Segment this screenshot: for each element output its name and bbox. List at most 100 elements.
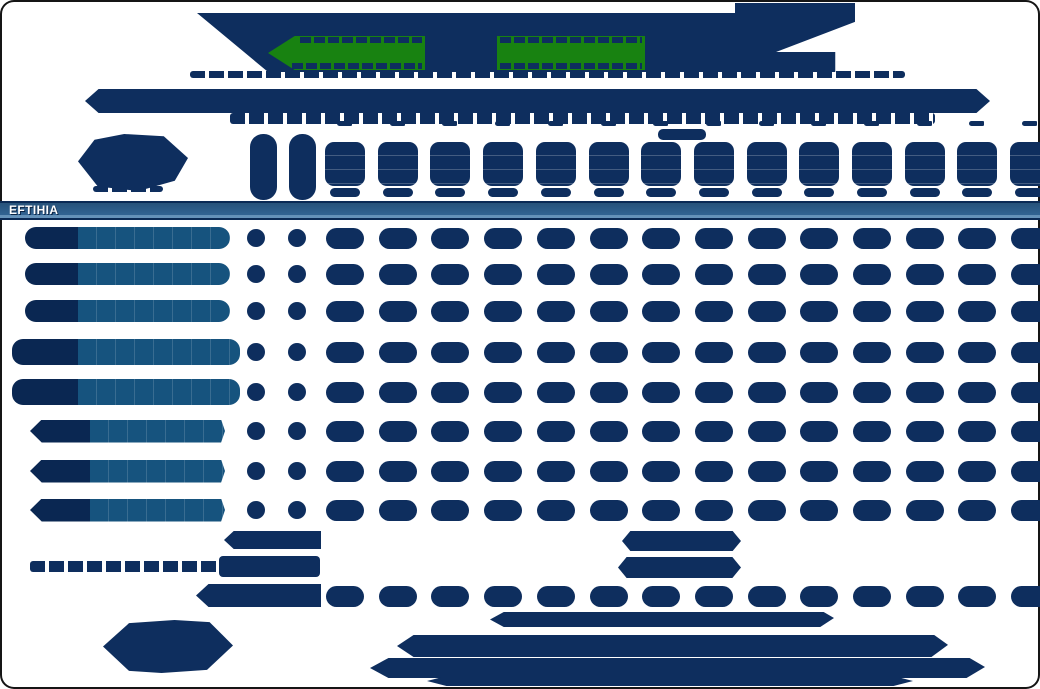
cell-value-redacted — [906, 420, 944, 442]
cell-value-redacted — [484, 420, 522, 442]
day-column-header-redacted — [799, 142, 839, 186]
cell-value-redacted — [247, 462, 265, 480]
cell-value-redacted — [379, 227, 417, 249]
total-value-redacted — [642, 585, 680, 607]
button-caption-redacted — [500, 37, 642, 43]
cell-value-redacted — [537, 381, 575, 403]
row-label-redacted — [30, 459, 225, 483]
row-label-redacted — [25, 227, 230, 249]
cell-value-redacted — [590, 499, 628, 521]
cell-value-redacted — [247, 501, 265, 519]
cell-value-redacted — [288, 501, 306, 519]
cell-value-redacted — [537, 460, 575, 482]
cell-value-redacted — [484, 263, 522, 285]
summary-text-redacted — [30, 561, 220, 572]
row-code-redacted — [25, 227, 78, 249]
cell-value-redacted — [537, 227, 575, 249]
column-tick-redacted — [811, 121, 827, 126]
day-column-date-redacted — [541, 188, 571, 197]
cell-value-redacted — [958, 381, 996, 403]
cell-value-redacted — [642, 499, 680, 521]
cell-value-redacted — [958, 460, 996, 482]
total-value-redacted — [590, 585, 628, 607]
column-tick-redacted — [442, 121, 458, 126]
cell-value-redacted — [247, 343, 265, 361]
banner-caption-redacted — [190, 71, 905, 78]
cell-value-redacted — [748, 381, 786, 403]
day-column-date-redacted — [857, 188, 887, 197]
cell-value-redacted — [379, 300, 417, 322]
totals-label-redacted — [196, 584, 321, 607]
section-title: EFTIHIA — [9, 203, 59, 217]
cell-value-redacted — [748, 499, 786, 521]
cell-value-redacted — [800, 420, 838, 442]
cell-value-redacted — [748, 341, 786, 363]
cell-value-redacted — [853, 341, 891, 363]
cell-value-redacted — [431, 300, 469, 322]
row-name-redacted — [90, 419, 225, 443]
cell-value-redacted — [853, 381, 891, 403]
cell-value-redacted — [800, 499, 838, 521]
cell-value-redacted — [247, 383, 265, 401]
cell-value-redacted — [748, 263, 786, 285]
cell-value-redacted — [1011, 300, 1040, 322]
cell-value-redacted — [537, 420, 575, 442]
day-column-date-redacted — [1015, 188, 1040, 197]
row-code-redacted — [12, 339, 78, 365]
cell-value-redacted — [288, 343, 306, 361]
column-tick-redacted — [390, 121, 406, 126]
day-column-date-redacted — [488, 188, 518, 197]
total-value-redacted — [484, 585, 522, 607]
day-column-header-redacted — [905, 142, 945, 186]
cell-value-redacted — [431, 460, 469, 482]
cell-value-redacted — [537, 499, 575, 521]
cell-value-redacted — [800, 300, 838, 322]
column-tick-redacted — [548, 121, 564, 126]
cell-value-redacted — [853, 227, 891, 249]
column-tick-redacted — [601, 121, 617, 126]
day-column-date-redacted — [594, 188, 624, 197]
cell-value-redacted — [288, 265, 306, 283]
cell-value-redacted — [800, 227, 838, 249]
logo-mark — [78, 134, 188, 191]
button-caption-redacted — [300, 37, 422, 43]
cell-value-redacted — [326, 381, 364, 403]
cell-value-redacted — [537, 300, 575, 322]
cell-value-redacted — [379, 499, 417, 521]
cell-value-redacted — [326, 420, 364, 442]
cell-value-redacted — [484, 300, 522, 322]
day-column-date-redacted — [330, 188, 360, 197]
cell-value-redacted — [642, 263, 680, 285]
row-code-redacted — [12, 379, 78, 405]
cell-value-redacted — [431, 420, 469, 442]
cell-value-redacted — [800, 381, 838, 403]
form-title-redacted — [85, 89, 990, 113]
cell-value-redacted — [642, 381, 680, 403]
day-column-date-redacted — [910, 188, 940, 197]
cell-value-redacted — [288, 229, 306, 247]
day-column-header-redacted — [325, 142, 365, 186]
cell-value-redacted — [288, 302, 306, 320]
cell-value-redacted — [590, 300, 628, 322]
cell-value-redacted — [379, 263, 417, 285]
cell-value-redacted — [431, 263, 469, 285]
total-value-redacted — [537, 585, 575, 607]
row-name-redacted — [78, 339, 240, 365]
row-name-redacted — [90, 498, 225, 522]
cell-value-redacted — [642, 341, 680, 363]
day-column-header-redacted — [694, 142, 734, 186]
cell-value-redacted — [958, 300, 996, 322]
cell-value-redacted — [853, 460, 891, 482]
cell-value-redacted — [326, 300, 364, 322]
cell-value-redacted — [695, 381, 733, 403]
cell-value-redacted — [958, 263, 996, 285]
row-code-redacted — [25, 263, 78, 285]
cell-value-redacted — [695, 499, 733, 521]
cell-value-redacted — [537, 263, 575, 285]
row-label-redacted — [30, 498, 225, 522]
row-label-redacted — [25, 263, 230, 285]
cell-value-redacted — [247, 302, 265, 320]
section-header-bar: EFTIHIA — [0, 201, 1040, 220]
cell-value-redacted — [326, 460, 364, 482]
cell-value-redacted — [906, 341, 944, 363]
